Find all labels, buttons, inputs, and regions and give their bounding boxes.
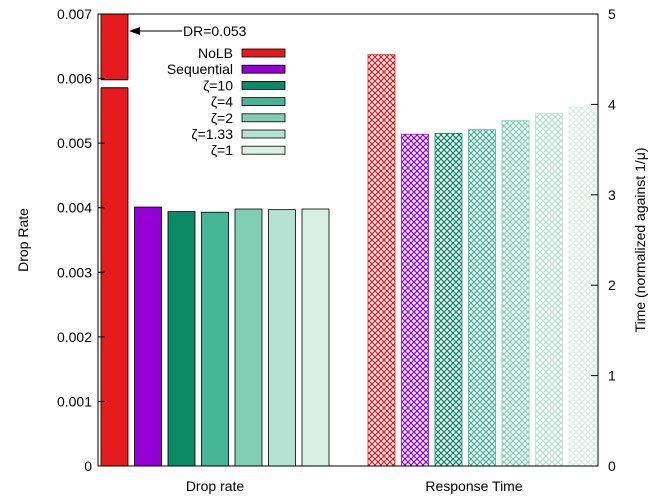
bar-drop-rate-5 [268, 209, 296, 467]
legend-label-4: ζ=2 [211, 110, 233, 126]
legend-label-6: ζ=1 [211, 142, 233, 158]
bar-drop-rate-2 [167, 211, 196, 467]
y-tick-label: 0.005 [57, 135, 92, 151]
axis-ticks: 0 0.001 0.002 0.003 0.004 0.005 0.006 0.007 0 1 2 3… [57, 6, 616, 474]
axis-break-mark [100, 79, 129, 89]
bar-response-time-5 [535, 113, 563, 467]
bar-drop-rate-4 [234, 208, 263, 467]
legend-label-3: ζ=4 [211, 94, 233, 110]
legend-swatch-3 [241, 97, 286, 106]
y2-tick-label: 0 [608, 458, 616, 474]
bar-response-time-3 [468, 129, 496, 467]
y-tick-label: 0 [84, 458, 92, 474]
legend-swatch-6 [241, 145, 286, 155]
bar-drop-rate-1 [134, 206, 162, 467]
y2-tick-label: 2 [608, 277, 616, 293]
y2-axis-title: Time (normalized against 1/μ) [632, 148, 648, 333]
y2-tick-label: 1 [608, 368, 616, 384]
bar-drop-rate-6 [301, 208, 330, 467]
y-tick-label: 0.004 [57, 200, 92, 216]
legend-swatch-1 [241, 64, 286, 74]
axis-labels: Drop Rate Time (normalized against 1/μ) … [15, 148, 648, 494]
bar-response-time-2 [434, 132, 463, 467]
y2-tick-label: 5 [608, 6, 616, 22]
legend-swatch-2 [241, 81, 286, 90]
annotation-arrowhead [129, 27, 140, 35]
y-tick-label: 0.007 [57, 6, 92, 22]
bar-drop-rate-3 [201, 211, 229, 467]
legend-label-1: Sequential [167, 61, 233, 77]
bars [100, 13, 597, 467]
y2-tick-label: 3 [608, 187, 616, 203]
plot-frame [97, 13, 599, 467]
y-tick-label: 0.001 [57, 393, 92, 409]
legend-swatch-0 [241, 48, 286, 58]
y-tick-label: 0.006 [57, 71, 92, 87]
category-label-drop-rate: Drop rate [186, 478, 245, 494]
bar-drop-rate-0 [100, 13, 129, 467]
bar-response-time-1 [401, 133, 429, 467]
legend-swatch-4 [241, 113, 286, 123]
legend-label-2: ζ=10 [203, 77, 233, 93]
category-label-response-time: Response Time [425, 478, 522, 494]
y-axis-title: Drop Rate [15, 208, 31, 272]
legend-swatch-5 [241, 129, 286, 139]
plot-border [97, 13, 599, 467]
legend-label-5: ζ=1.33 [191, 126, 233, 142]
bar-response-time-4 [501, 120, 530, 467]
legend-label-0: NoLB [198, 45, 233, 61]
bar-response-time-0 [367, 54, 396, 467]
annotation-label: DR=0.053 [183, 23, 247, 39]
y-tick-label: 0.002 [57, 329, 92, 345]
y2-tick-label: 4 [608, 96, 616, 112]
annotation: DR=0.053 [129, 23, 247, 39]
bar-response-time-6 [568, 106, 597, 467]
y-tick-label: 0.003 [57, 264, 92, 280]
